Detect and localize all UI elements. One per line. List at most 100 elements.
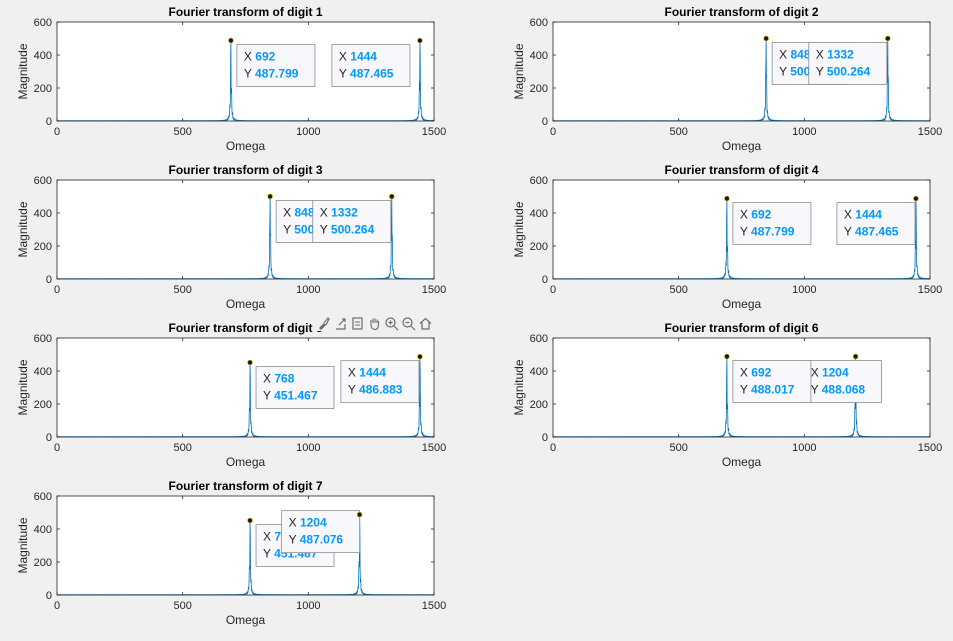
subplot-1: 0 500 1000 1500 0 200 400 600 Fourier transform … (16, 5, 446, 153)
datatip-x: X 692 (244, 50, 276, 64)
y-tick-label: 400 (34, 366, 52, 378)
subplot-title: Fourier transform of digit 1 (168, 5, 322, 19)
datatip-marker (885, 35, 891, 42)
datatip-box (732, 360, 812, 403)
y-tick-label: 200 (530, 241, 548, 253)
datatip-box (331, 44, 411, 87)
x-tick-label: 500 (173, 600, 191, 612)
subplot-4: 0 500 1000 1500 0 200 400 600 Fourier transform … (512, 163, 942, 311)
y-tick-label: 200 (530, 83, 548, 95)
x-axis-label: Omega (226, 139, 266, 153)
x-tick-label: 1500 (918, 126, 942, 138)
x-axis-label: Omega (722, 297, 762, 311)
datatip-marker (724, 195, 730, 202)
datatip-x: X 1332 (816, 47, 854, 61)
datatip-y: Y 487.465 (339, 67, 394, 81)
axes-box (56, 337, 435, 438)
y-axis-label: Magnitude (512, 201, 526, 257)
x-tick-label: 1500 (422, 126, 446, 138)
pan-icon[interactable] (367, 316, 382, 331)
y-tick-label: 200 (34, 399, 52, 411)
datatip-marker (228, 37, 234, 44)
x-tick-label: 0 (54, 126, 60, 138)
axes-box (56, 21, 435, 122)
datatip-x: X 768 (263, 372, 295, 386)
y-axis-label: Magnitude (16, 201, 30, 257)
x-tick-label: 1000 (296, 126, 320, 138)
datatip-x: X 692 (740, 365, 772, 379)
datatip-box (732, 202, 812, 245)
x-tick-label: 0 (54, 442, 60, 454)
datatip: X 1332 Y 500.264 (312, 200, 392, 243)
datatip-marker (417, 37, 423, 44)
y-tick-label: 400 (530, 208, 548, 220)
datatip-marker (247, 359, 253, 366)
subplot-title: Fourier transform of digit 2 (664, 5, 818, 19)
export-icon[interactable] (333, 316, 348, 331)
datatip-x: X 1332 (320, 205, 358, 219)
x-tick-label: 1000 (792, 284, 816, 296)
zoom-out-icon[interactable] (401, 316, 416, 331)
subplot-title: Fourier transform of digit 7 (168, 479, 322, 493)
x-tick-label: 1000 (296, 284, 320, 296)
y-tick-label: 0 (46, 274, 52, 286)
x-tick-label: 1000 (296, 600, 320, 612)
datatip: X 1332 Y 500.264 (808, 42, 888, 85)
zoom-in-icon[interactable] (384, 316, 399, 331)
y-tick-label: 600 (34, 175, 52, 187)
datatip-marker (763, 35, 769, 42)
x-axis-label: Omega (722, 455, 762, 469)
axes-toolbar (316, 316, 433, 331)
y-tick-label: 600 (530, 175, 548, 187)
y-tick-label: 400 (34, 524, 52, 536)
x-tick-label: 0 (54, 284, 60, 296)
datatip: X 1444 Y 487.465 (331, 44, 411, 87)
x-tick-label: 500 (669, 284, 687, 296)
subplot-3: 0 500 1000 1500 0 200 400 600 Fourier transform … (16, 163, 446, 311)
x-tick-label: 500 (173, 126, 191, 138)
datatip-marker (247, 517, 253, 524)
y-tick-label: 200 (34, 241, 52, 253)
subplot-6: 0 500 1000 1500 0 200 400 600 Fourier transform … (512, 321, 942, 469)
x-tick-label: 0 (550, 442, 556, 454)
datatip: X 1444 Y 487.465 (836, 202, 916, 245)
x-axis-label: Omega (226, 297, 266, 311)
datatip-x: X 1204 (289, 516, 327, 530)
datatip-x: X 1444 (339, 50, 377, 64)
subplot-title: Fourier transform of digit 6 (664, 321, 818, 335)
x-tick-label: 1500 (918, 284, 942, 296)
subplot-title: Fourier transform of digit 3 (168, 163, 322, 177)
axes-box (552, 21, 931, 122)
x-axis-label: Omega (226, 455, 266, 469)
x-tick-label: 0 (550, 284, 556, 296)
x-tick-label: 1500 (422, 600, 446, 612)
y-tick-label: 400 (34, 50, 52, 62)
y-tick-label: 0 (46, 432, 52, 444)
datatip: X 1204 Y 488.068 (803, 360, 883, 403)
x-tick-label: 500 (173, 442, 191, 454)
axes-box (56, 179, 435, 280)
home-icon[interactable] (418, 316, 433, 331)
datatip: X 692 Y 488.017 (732, 360, 812, 403)
datatip-marker (417, 353, 423, 360)
y-axis-label: Magnitude (512, 359, 526, 415)
datatip-y: Y 500.264 (320, 222, 375, 236)
axes-box (552, 179, 931, 280)
y-axis-label: Magnitude (16, 517, 30, 573)
datatip-y: Y 486.883 (348, 383, 403, 397)
subplot-7: 0 500 1000 1500 0 200 400 600 Fourier transform … (16, 479, 446, 627)
plot-area (57, 496, 434, 595)
y-axis-label: Magnitude (512, 43, 526, 99)
axes-box (56, 495, 435, 596)
y-tick-label: 0 (542, 116, 548, 128)
y-tick-label: 0 (542, 274, 548, 286)
datatip-marker (267, 193, 273, 200)
datatip-y: Y 487.076 (289, 533, 344, 547)
x-tick-label: 0 (54, 600, 60, 612)
x-tick-label: 500 (173, 284, 191, 296)
data-cursor-icon[interactable] (350, 316, 365, 331)
x-tick-label: 500 (669, 442, 687, 454)
x-tick-label: 0 (550, 126, 556, 138)
brush-icon[interactable] (316, 316, 331, 331)
y-tick-label: 600 (34, 491, 52, 503)
